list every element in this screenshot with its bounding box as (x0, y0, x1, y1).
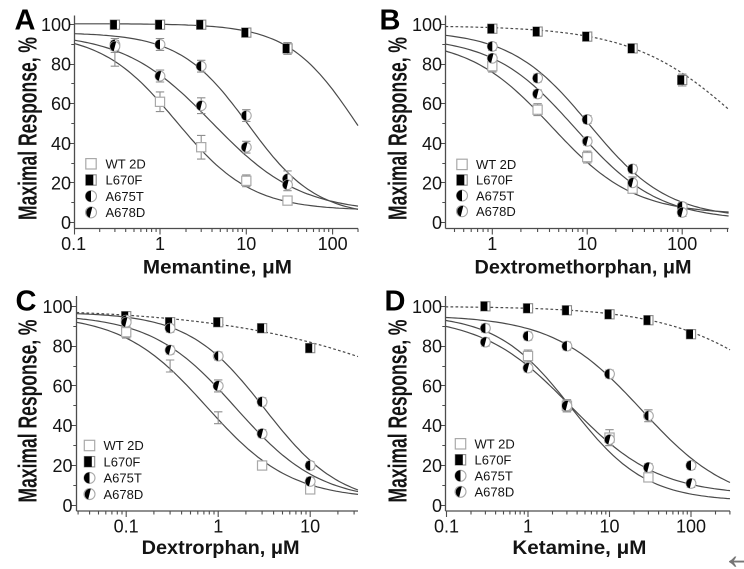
svg-text:WT 2D: WT 2D (104, 438, 144, 453)
svg-text:0: 0 (61, 213, 71, 233)
svg-text:10: 10 (577, 234, 597, 254)
svg-text:1: 1 (155, 234, 165, 254)
svg-text:0.1: 0.1 (114, 517, 139, 537)
svg-text:100: 100 (41, 15, 71, 35)
svg-text:1: 1 (487, 234, 497, 254)
svg-text:60: 60 (51, 94, 71, 114)
svg-text:100: 100 (412, 297, 442, 317)
svg-text:20: 20 (51, 173, 71, 193)
svg-text:A678D: A678D (475, 485, 515, 500)
svg-text:D: D (385, 286, 406, 318)
svg-text:Maximal Response, %: Maximal Response, % (15, 37, 43, 220)
svg-text:A678D: A678D (104, 487, 144, 502)
svg-text:40: 40 (51, 134, 71, 154)
svg-text:1: 1 (213, 517, 223, 537)
svg-text:A675T: A675T (475, 469, 513, 484)
svg-text:60: 60 (52, 376, 72, 396)
svg-text:60: 60 (422, 376, 442, 396)
svg-text:100: 100 (676, 517, 706, 537)
svg-text:Maximal Response, %: Maximal Response, % (385, 320, 413, 503)
svg-text:C: C (16, 286, 37, 318)
svg-text:Ketamine, μM: Ketamine, μM (512, 538, 646, 559)
svg-text:A: A (15, 5, 36, 37)
svg-text:80: 80 (52, 337, 72, 357)
svg-text:40: 40 (52, 416, 72, 436)
svg-text:←: ← (720, 530, 744, 569)
svg-text:100: 100 (42, 297, 72, 317)
svg-text:A675T: A675T (476, 188, 514, 203)
svg-text:B: B (380, 5, 401, 37)
svg-text:0.1: 0.1 (434, 517, 459, 537)
svg-text:L670F: L670F (106, 173, 143, 188)
svg-text:40: 40 (422, 416, 442, 436)
svg-text:100: 100 (412, 15, 442, 35)
svg-text:40: 40 (422, 134, 442, 154)
svg-text:10: 10 (300, 517, 320, 537)
svg-text:A675T: A675T (104, 471, 142, 486)
svg-text:Memantine, μM: Memantine, μM (143, 258, 292, 279)
svg-text:A678D: A678D (476, 204, 516, 219)
svg-text:20: 20 (422, 456, 442, 476)
svg-text:10: 10 (236, 234, 256, 254)
svg-text:0: 0 (432, 213, 442, 233)
svg-text:WT 2D: WT 2D (476, 157, 516, 172)
svg-text:0: 0 (62, 496, 72, 516)
svg-text:20: 20 (52, 456, 72, 476)
svg-text:Maximal Response, %: Maximal Response, % (15, 320, 43, 503)
svg-text:A675T: A675T (106, 189, 144, 204)
svg-text:WT 2D: WT 2D (106, 157, 146, 172)
svg-text:0: 0 (432, 496, 442, 516)
svg-text:0.1: 0.1 (61, 234, 86, 254)
svg-text:10: 10 (599, 517, 619, 537)
svg-text:80: 80 (51, 55, 71, 75)
svg-text:1: 1 (523, 517, 533, 537)
svg-text:100: 100 (667, 234, 697, 254)
svg-text:WT 2D: WT 2D (475, 437, 515, 452)
svg-text:100: 100 (318, 234, 348, 254)
svg-text:80: 80 (422, 337, 442, 357)
svg-text:Dextrorphan, μM: Dextrorphan, μM (142, 538, 300, 559)
svg-text:60: 60 (422, 94, 442, 114)
svg-text:A678D: A678D (106, 205, 146, 220)
svg-text:L670F: L670F (476, 173, 513, 188)
svg-text:20: 20 (422, 173, 442, 193)
svg-text:Maximal Response, %: Maximal Response, % (385, 37, 413, 220)
svg-text:L670F: L670F (475, 453, 512, 468)
svg-text:Dextromethorphan, μM: Dextromethorphan, μM (475, 258, 692, 279)
svg-text:L670F: L670F (104, 454, 141, 469)
svg-text:80: 80 (422, 55, 442, 75)
